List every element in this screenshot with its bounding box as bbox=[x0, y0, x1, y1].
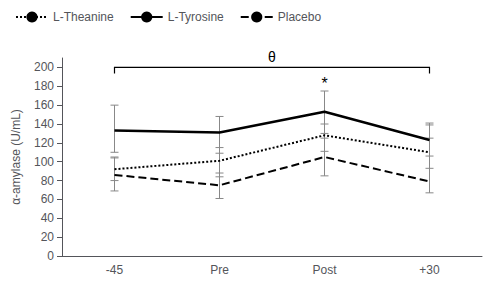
svg-text:140: 140 bbox=[34, 117, 54, 131]
svg-text:+30: +30 bbox=[419, 263, 440, 277]
svg-text:180: 180 bbox=[34, 79, 54, 93]
svg-text:α-amylase (U/mL): α-amylase (U/mL) bbox=[9, 109, 23, 205]
svg-text:160: 160 bbox=[34, 98, 54, 112]
svg-text:120: 120 bbox=[34, 136, 54, 150]
svg-text:60: 60 bbox=[41, 192, 55, 206]
svg-text:100: 100 bbox=[34, 155, 54, 169]
svg-text:L-Theanine: L-Theanine bbox=[53, 10, 114, 24]
svg-text:20: 20 bbox=[41, 230, 55, 244]
svg-text:Placebo: Placebo bbox=[278, 10, 322, 24]
svg-text:200: 200 bbox=[34, 60, 54, 74]
svg-text:*: * bbox=[321, 75, 327, 92]
svg-text:Pre: Pre bbox=[210, 263, 229, 277]
svg-text:L-Tyrosine: L-Tyrosine bbox=[168, 10, 224, 24]
svg-text:Post: Post bbox=[312, 263, 337, 277]
svg-text:80: 80 bbox=[41, 174, 55, 188]
svg-text:-45: -45 bbox=[106, 263, 124, 277]
svg-text:θ: θ bbox=[268, 49, 276, 65]
svg-text:40: 40 bbox=[41, 211, 55, 225]
svg-text:0: 0 bbox=[47, 249, 54, 263]
